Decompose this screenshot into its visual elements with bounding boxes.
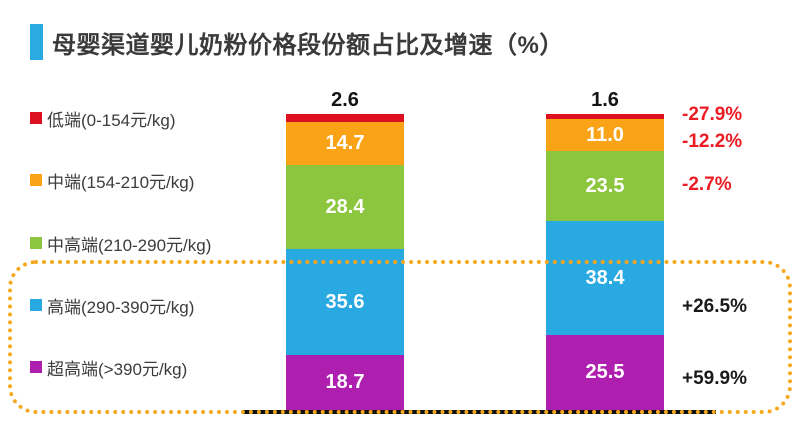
legend-label: 中高端(210-290元/kg) [47,235,212,255]
segment-value-label: 18.7 [325,371,365,394]
legend-label: 高端(290-390元/kg) [47,297,195,317]
segment-value-label: 35.6 [325,290,365,313]
bar-segment [546,334,664,410]
segment-value-label: 23.5 [585,175,625,198]
growth-rate-label: -27.9% [682,104,743,125]
growth-rate-label: -2.7% [682,174,732,195]
bar-top-value-label: 1.6 [591,89,619,111]
chart-title: 母婴渠道婴儿奶粉价格段份额占比及增速（%） [52,31,564,59]
title-accent-bar [30,24,43,60]
legend-label: 低端(0-154元/kg) [47,110,176,130]
legend-label: 超高端(>390元/kg) [47,359,188,379]
growth-rate-label: +26.5% [682,296,747,317]
segment-value-label: 14.7 [325,132,365,155]
legend-item: 超高端(>390元/kg) [30,355,187,379]
segment-value-label: 28.4 [325,196,365,219]
bar-segment [286,354,404,410]
legend-swatch [30,174,42,186]
stacked-bar: 11.0 23.5 38.4 25.5 [546,114,664,410]
bar-segment [286,249,404,355]
chart-header: 母婴渠道婴儿奶粉价格段份额占比及增速（%） [30,24,564,60]
legend-swatch [30,361,42,373]
growth-rate-label: +59.9% [682,368,747,389]
bar-segment [546,220,664,335]
legend-item: 中高端(210-290元/kg) [30,231,211,255]
segment-value-label: 11.0 [586,124,624,147]
segment-value-label: 25.5 [585,361,625,384]
bar-top-value-label: 2.6 [331,89,359,111]
segment-value-label: 38.4 [585,266,625,289]
x-axis-line [243,410,716,414]
bar-segment [286,165,404,250]
growth-rate-label: -12.2% [682,131,743,152]
legend-item: 低端(0-154元/kg) [30,106,175,130]
legend-item: 高端(290-390元/kg) [30,293,194,317]
bar-segment [546,114,664,119]
bar-segment [546,151,664,221]
bar-segment [546,118,664,152]
bar-segment [286,121,404,166]
legend-swatch [30,237,42,249]
legend-label: 中端(154-210元/kg) [47,172,195,192]
stacked-bar: 14.7 28.4 35.6 18.7 [286,114,404,410]
bar-segment [286,114,404,122]
legend-swatch [30,112,42,124]
legend-item: 中端(154-210元/kg) [30,168,194,192]
legend-swatch [30,299,42,311]
